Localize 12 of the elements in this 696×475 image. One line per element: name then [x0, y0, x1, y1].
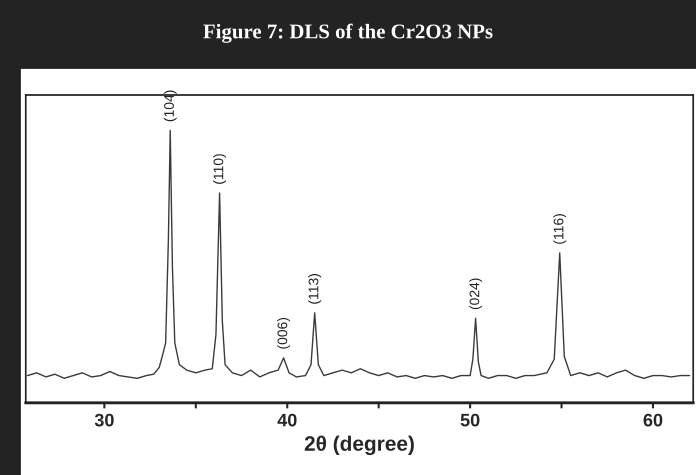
annotation: (110) [213, 154, 226, 184]
x-axis-title: 2θ (degree) [304, 436, 414, 456]
x-tick-label: 50 [460, 414, 480, 426]
x-tick-label: 30 [94, 414, 114, 427]
annotation: (113) [308, 274, 322, 304]
annotation: (116) [553, 214, 566, 244]
annotation: (006) [277, 318, 290, 349]
chart-title: Figure 7: DLS of the Cr2O3 NPs [203, 24, 493, 43]
x-tick-label: 40 [277, 414, 297, 426]
annotation: (024) [469, 278, 482, 310]
annotation: (104) [164, 90, 177, 122]
x-tick-label: 60 [644, 414, 662, 426]
